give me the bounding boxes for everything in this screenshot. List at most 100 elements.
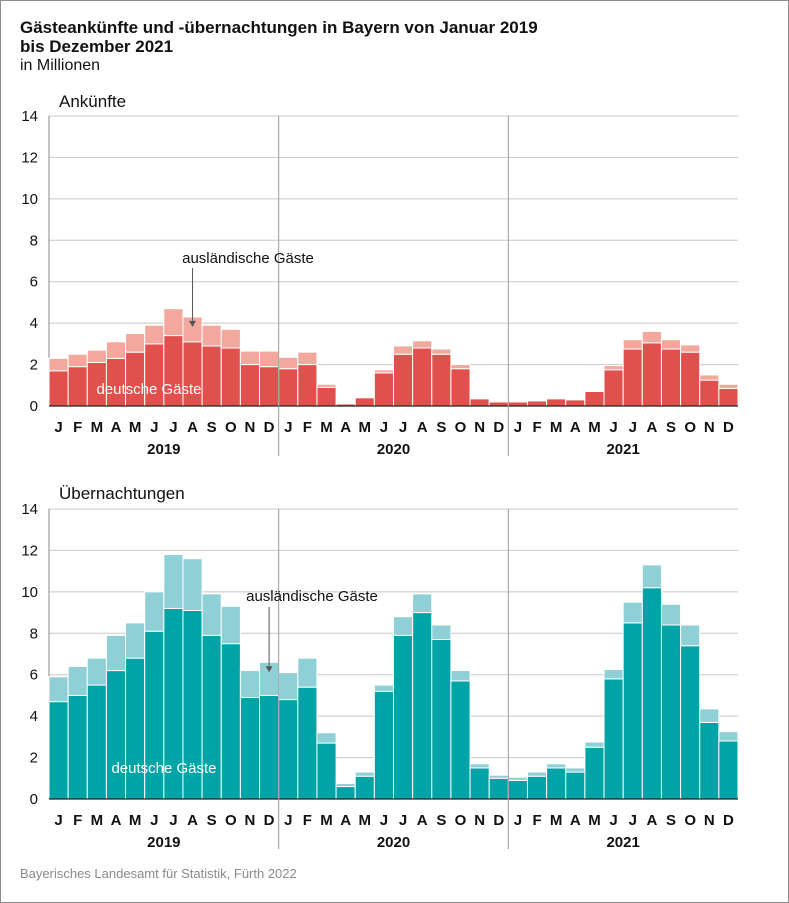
bar-domestic xyxy=(335,786,356,800)
bar-domestic xyxy=(297,686,318,800)
bar-domestic xyxy=(584,746,605,800)
bar-domestic xyxy=(641,587,662,800)
bar-foreign xyxy=(220,328,241,349)
bar-foreign xyxy=(67,353,88,368)
bar-foreign xyxy=(641,564,662,589)
bar-foreign xyxy=(239,670,261,698)
month-tick-label: A xyxy=(340,419,351,436)
bar-foreign xyxy=(373,369,395,374)
month-tick-label: M xyxy=(320,419,333,436)
bar-domestic xyxy=(699,721,720,800)
month-tick-label: F xyxy=(532,419,541,436)
bar-foreign xyxy=(201,324,222,347)
bar-foreign xyxy=(412,340,433,349)
bar-domestic xyxy=(699,379,720,407)
y-tick-label: 6 xyxy=(30,274,38,291)
bar-foreign xyxy=(584,389,605,393)
bar-foreign xyxy=(469,763,490,769)
bar-domestic xyxy=(316,742,337,800)
y-tick-label: 8 xyxy=(30,625,38,642)
bar-foreign xyxy=(603,669,624,680)
bar-foreign xyxy=(699,374,720,381)
bar-foreign xyxy=(297,351,318,366)
month-tick-label: D xyxy=(493,419,504,436)
month-tick-label: M xyxy=(359,812,372,829)
bar-foreign xyxy=(660,339,682,350)
bar-foreign xyxy=(680,624,701,647)
bar-foreign xyxy=(584,741,605,748)
bar-foreign xyxy=(125,622,146,659)
month-tick-label: N xyxy=(474,812,485,829)
chart-title-line-2: bis Dezember 2021 xyxy=(20,37,174,56)
bar-foreign xyxy=(641,330,662,344)
bar-foreign xyxy=(144,324,165,345)
y-tick-label: 0 xyxy=(30,398,38,415)
bar-domestic xyxy=(488,777,509,800)
annotation-foreign-guests: ausländische Gäste xyxy=(246,588,378,605)
month-tick-label: D xyxy=(493,812,504,829)
month-tick-label: J xyxy=(54,812,62,829)
year-label: 2021 xyxy=(606,834,639,851)
bar-domestic xyxy=(507,401,528,407)
bar-domestic xyxy=(431,639,452,800)
bar-domestic xyxy=(373,372,395,407)
month-tick-label: J xyxy=(169,812,177,829)
bar-foreign xyxy=(565,767,586,773)
bar-domestic xyxy=(373,690,395,800)
month-tick-label: J xyxy=(380,419,388,436)
bar-foreign xyxy=(450,364,471,370)
bar-foreign xyxy=(67,665,88,696)
bar-foreign xyxy=(393,616,414,636)
bar-foreign xyxy=(526,399,548,402)
bar-foreign xyxy=(201,593,222,636)
panel-title: Übernachtungen xyxy=(59,484,185,503)
bar-foreign xyxy=(718,731,739,742)
month-tick-label: A xyxy=(646,419,657,436)
month-tick-label: O xyxy=(225,812,237,829)
bar-foreign xyxy=(622,601,643,624)
bar-foreign xyxy=(546,397,567,400)
month-tick-label: S xyxy=(207,419,217,436)
bar-foreign xyxy=(335,782,356,788)
bar-domestic xyxy=(565,771,586,800)
month-tick-label: S xyxy=(666,812,676,829)
bar-domestic xyxy=(546,767,567,800)
month-tick-label: N xyxy=(704,419,715,436)
month-tick-label: S xyxy=(207,812,217,829)
month-tick-label: J xyxy=(169,419,177,436)
annotation-arrow-head xyxy=(265,666,273,673)
month-tick-label: M xyxy=(91,812,104,829)
bar-foreign xyxy=(488,774,509,779)
bar-foreign xyxy=(450,670,471,682)
bar-foreign xyxy=(488,400,509,403)
month-tick-label: J xyxy=(284,812,292,829)
source-note: Bayerisches Landesamt für Statistik, Für… xyxy=(20,866,297,881)
bar-foreign xyxy=(278,672,299,701)
month-tick-label: A xyxy=(187,812,198,829)
bar-domestic xyxy=(526,400,548,407)
month-tick-label: O xyxy=(455,812,467,829)
month-tick-label: S xyxy=(666,419,676,436)
bar-foreign xyxy=(220,605,241,645)
bar-foreign xyxy=(105,634,127,672)
month-tick-label: J xyxy=(609,419,617,436)
month-tick-label: N xyxy=(245,812,256,829)
month-tick-label: A xyxy=(111,812,122,829)
bar-foreign xyxy=(335,402,356,405)
bar-domestic xyxy=(297,364,318,407)
month-tick-label: S xyxy=(436,419,446,436)
year-label: 2020 xyxy=(377,441,410,458)
y-tick-label: 14 xyxy=(21,108,38,125)
year-label: 2021 xyxy=(606,441,639,458)
month-tick-label: J xyxy=(514,812,522,829)
month-tick-label: D xyxy=(723,419,734,436)
bar-domestic xyxy=(507,779,528,800)
bar-domestic xyxy=(239,364,261,407)
bar-foreign xyxy=(86,349,107,364)
month-tick-label: F xyxy=(303,812,312,829)
y-tick-label: 4 xyxy=(30,315,38,332)
bar-domestic xyxy=(316,386,337,407)
month-tick-label: O xyxy=(225,419,237,436)
month-tick-label: M xyxy=(588,812,601,829)
bar-foreign xyxy=(105,341,127,359)
